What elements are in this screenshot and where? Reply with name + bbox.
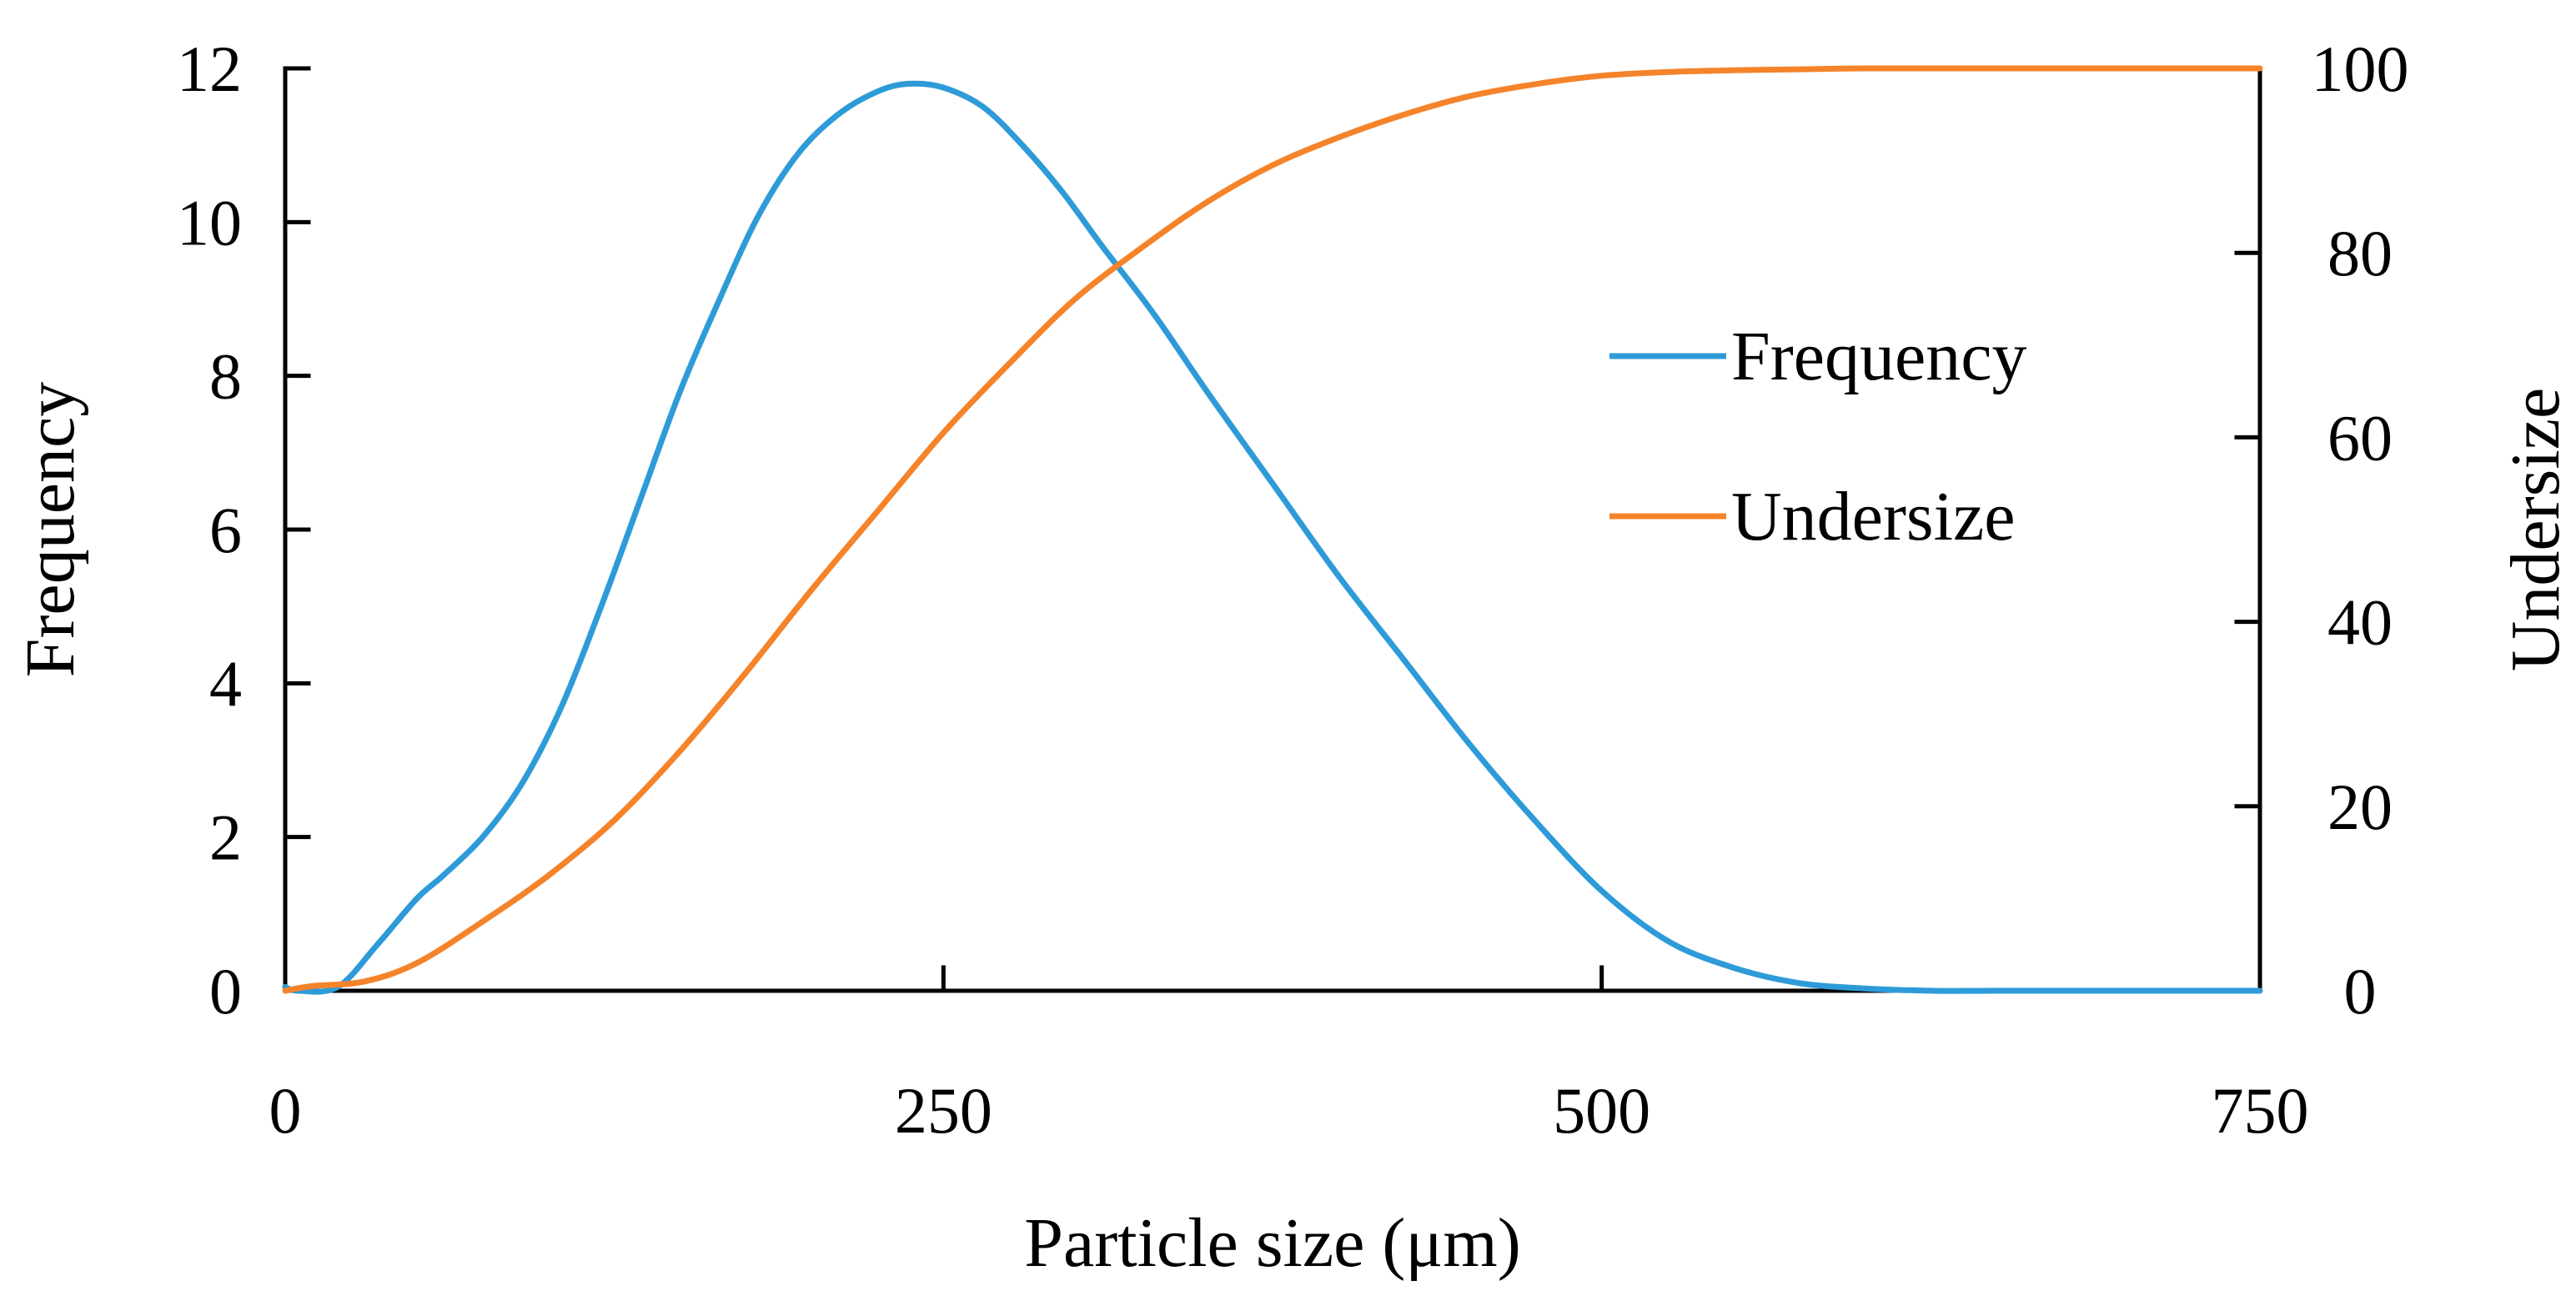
x-tick-label: 500 <box>1553 1074 1650 1147</box>
left-y-tick-label: 12 <box>177 33 242 105</box>
left-y-tick-label: 4 <box>209 647 242 720</box>
left-y-tick-label: 10 <box>177 186 242 259</box>
left-y-tick-label: 0 <box>209 955 242 1027</box>
x-tick-label: 0 <box>269 1074 302 1147</box>
left-y-tick-label: 2 <box>209 801 242 874</box>
right-y-tick-label: 80 <box>2327 217 2393 289</box>
undersize-series-line <box>282 65 2263 994</box>
legend-label-frequency: Frequency <box>1731 318 2027 395</box>
x-tick-label: 750 <box>2212 1074 2309 1147</box>
legend: Frequency Undersize <box>1609 318 2027 555</box>
x-axis-title: Particle size (μm) <box>1024 1204 1520 1282</box>
right-y-tick-label: 60 <box>2327 401 2393 474</box>
series-layer <box>282 65 2263 995</box>
right-y-tick-label: 0 <box>2344 955 2377 1027</box>
x-tick-label: 250 <box>895 1074 992 1147</box>
left-y-tick-label: 8 <box>209 340 242 413</box>
left-y-axis-title: Frequency <box>12 382 89 678</box>
left-y-tick-label: 6 <box>209 494 242 566</box>
axes-layer <box>283 66 2262 993</box>
right-y-axis-title: Undersize <box>2497 388 2574 672</box>
labels-layer: 0 2 4 6 8 10 12 0 20 40 60 80 100 0 250 500 750 Particle … <box>12 33 2574 1282</box>
frequency-series-line <box>282 80 2263 995</box>
right-y-tick-label: 100 <box>2312 33 2409 105</box>
right-y-tick-label: 20 <box>2327 771 2393 843</box>
legend-label-undersize: Undersize <box>1731 478 2016 555</box>
right-y-tick-label: 40 <box>2327 586 2393 659</box>
